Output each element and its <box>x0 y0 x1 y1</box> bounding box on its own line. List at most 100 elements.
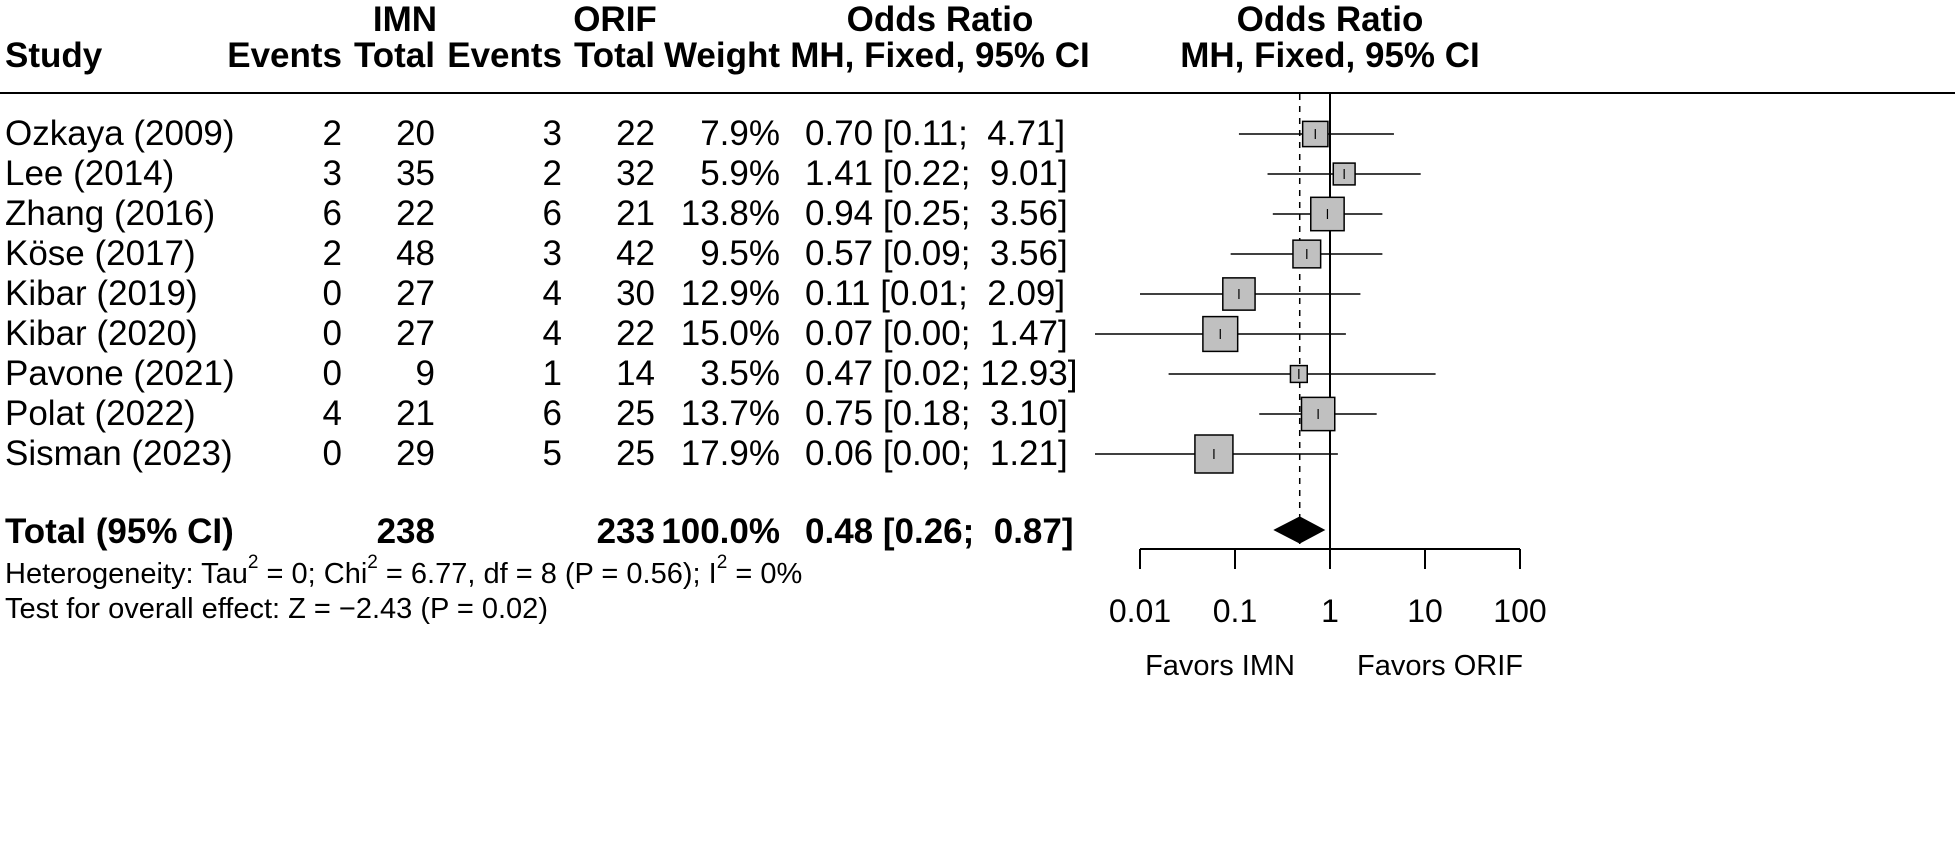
total-row: Total (95% CI) 238 233 100.0% 0.48 [0.26… <box>0 512 1960 552</box>
pooled-diamond <box>1273 516 1326 544</box>
x-axis-tick-label: 10 <box>1407 593 1443 629</box>
x-axis-tick-label: 1 <box>1321 593 1339 629</box>
overall-effect-test: Test for overall effect: Z = −2.43 (P = … <box>5 593 548 625</box>
orif-total: 22 <box>616 314 655 353</box>
table-row: Ozkaya (2009) 2 20 3 22 7.9% 0.70 [0.11; 4.71] <box>0 114 1960 154</box>
imn-events: 4 <box>322 394 342 433</box>
study-name: Polat (2022) <box>5 394 196 433</box>
imn-total: 22 <box>396 194 435 233</box>
orif-events: 5 <box>542 434 562 473</box>
orif-total: 42 <box>616 234 655 273</box>
imn-events: 0 <box>322 274 342 313</box>
x-axis-tick-label: 0.1 <box>1213 593 1257 629</box>
study-weight: 17.9% <box>680 434 780 473</box>
study-or-ci: 0.57 [0.09; 3.56] <box>805 234 1068 273</box>
orif-total: 25 <box>616 394 655 433</box>
imn-total: 20 <box>396 114 435 153</box>
total-or-ci: 0.48 [0.26; 0.87] <box>805 512 1074 551</box>
study-or-ci: 0.07 [0.00; 1.47] <box>805 314 1068 353</box>
x-axis-tick-label: 0.01 <box>1109 593 1171 629</box>
orif-total: 25 <box>616 434 655 473</box>
orif-events: 3 <box>542 234 562 273</box>
imn-total: 27 <box>396 274 435 313</box>
study-or-ci: 0.06 [0.00; 1.21] <box>805 434 1068 473</box>
study-name: Kibar (2020) <box>5 314 198 353</box>
total-orif-n: 233 <box>596 512 655 551</box>
imn-total: 21 <box>396 394 435 433</box>
study-or-ci: 0.47 [0.02; 12.93] <box>805 354 1078 393</box>
orif-total: 21 <box>616 194 655 233</box>
orif-total: 14 <box>616 354 655 393</box>
or-column-method: MH, Fixed, 95% CI <box>790 36 1090 75</box>
orif-total: 30 <box>616 274 655 313</box>
study-or-ci: 0.75 [0.18; 3.10] <box>805 394 1068 433</box>
orif-events: 6 <box>542 194 562 233</box>
imn-total: 35 <box>396 154 435 193</box>
total-imn-n: 238 <box>376 512 435 551</box>
imn-events-header: Events <box>227 36 342 75</box>
table-row: Pavone (2021) 0 9 1 14 3.5% 0.47 [0.02; 12.93] <box>0 354 1960 394</box>
imn-events: 6 <box>322 194 342 233</box>
study-name: Pavone (2021) <box>5 354 235 393</box>
imn-total-header: Total <box>353 36 435 75</box>
orif-total: 22 <box>616 114 655 153</box>
imn-group-header: IMN <box>372 0 438 39</box>
table-row: Kibar (2020) 0 27 4 22 15.0% 0.07 [0.00; 1.47] <box>0 314 1960 354</box>
x-axis-tick-label: 100 <box>1493 593 1546 629</box>
study-weight: 3.5% <box>700 354 780 393</box>
study-name: Köse (2017) <box>5 234 196 273</box>
table-row: Kibar (2019) 0 27 4 30 12.9% 0.11 [0.01; 2.09] <box>0 274 1960 314</box>
orif-events: 4 <box>542 314 562 353</box>
study-or-ci: 1.41 [0.22; 9.01] <box>805 154 1068 193</box>
imn-events: 0 <box>322 314 342 353</box>
study-or-ci: 0.11 [0.01; 2.09] <box>805 274 1066 313</box>
study-header: Study <box>5 36 103 75</box>
orif-events: 4 <box>542 274 562 313</box>
favors-imn-label: Favors IMN <box>1145 650 1295 682</box>
imn-total: 48 <box>396 234 435 273</box>
imn-events: 2 <box>322 114 342 153</box>
study-name: Sisman (2023) <box>5 434 233 473</box>
weight-header: Weight <box>663 36 780 75</box>
imn-total: 27 <box>396 314 435 353</box>
table-row: Lee (2014) 3 35 2 32 5.9% 1.41 [0.22; 9.01] <box>0 154 1960 194</box>
study-weight: 15.0% <box>680 314 780 353</box>
or-column-title: Odds Ratio <box>846 0 1034 39</box>
study-weight: 7.9% <box>700 114 780 153</box>
table-row: Sisman (2023) 0 29 5 25 17.9% 0.06 [0.00; 1.21… <box>0 434 1960 474</box>
imn-events: 0 <box>322 434 342 473</box>
heterogeneity-stats: Heterogeneity: Tau2 = 0; Chi2 = 6.77, df… <box>5 552 803 590</box>
study-weight: 9.5% <box>700 234 780 273</box>
total-label: Total (95% CI) <box>5 512 234 551</box>
orif-group-header: ORIF <box>573 0 657 39</box>
orif-events: 1 <box>542 354 562 393</box>
study-name: Kibar (2019) <box>5 274 198 313</box>
study-weight: 13.7% <box>680 394 780 433</box>
header-divider <box>0 92 1955 94</box>
study-weight: 13.8% <box>680 194 780 233</box>
imn-total: 29 <box>396 434 435 473</box>
study-name: Zhang (2016) <box>5 194 216 233</box>
imn-events: 3 <box>322 154 342 193</box>
table-row: Zhang (2016) 6 22 6 21 13.8% 0.94 [0.25; 3.56] <box>0 194 1960 234</box>
table-row: Köse (2017) 2 48 3 42 9.5% 0.57 [0.09; 3.56] <box>0 234 1960 274</box>
study-or-ci: 0.70 [0.11; 4.71] <box>805 114 1066 153</box>
orif-total: 32 <box>616 154 655 193</box>
plot-title: Odds Ratio <box>1236 0 1424 39</box>
orif-events: 3 <box>542 114 562 153</box>
study-weight: 5.9% <box>700 154 780 193</box>
table-row: Polat (2022) 4 21 6 25 13.7% 0.75 [0.18; 3.10] <box>0 394 1960 434</box>
plot-method: MH, Fixed, 95% CI <box>1180 36 1480 75</box>
study-or-ci: 0.94 [0.25; 3.56] <box>805 194 1068 233</box>
imn-events: 2 <box>322 234 342 273</box>
study-name: Lee (2014) <box>5 154 175 193</box>
orif-total-header: Total <box>573 36 655 75</box>
orif-events: 2 <box>542 154 562 193</box>
study-weight: 12.9% <box>680 274 780 313</box>
orif-events-header: Events <box>447 36 562 75</box>
favors-orif-label: Favors ORIF <box>1357 650 1523 682</box>
imn-total: 9 <box>415 354 435 393</box>
imn-events: 0 <box>322 354 342 393</box>
total-weight: 100.0% <box>661 512 780 551</box>
